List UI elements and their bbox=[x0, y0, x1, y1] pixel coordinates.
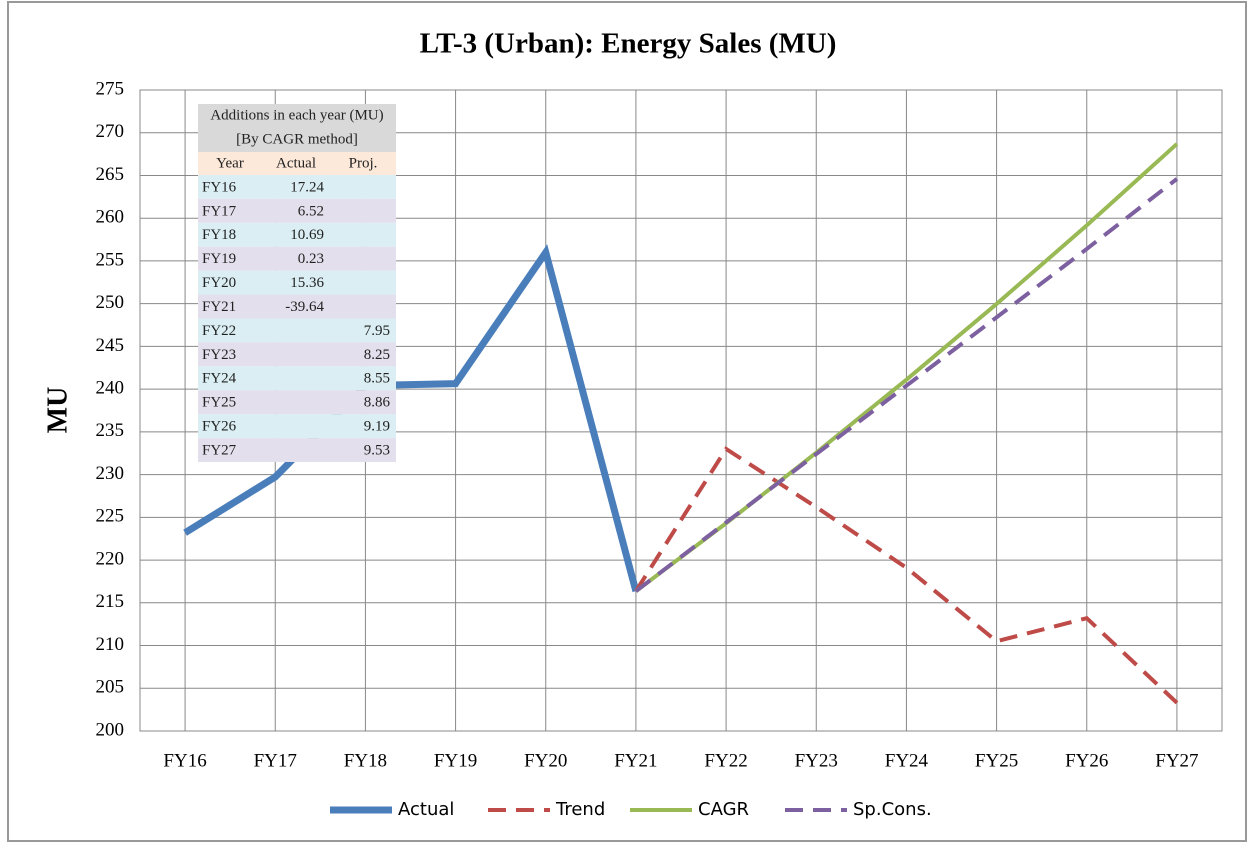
table-row-bg bbox=[198, 198, 396, 223]
legend-label: Actual bbox=[398, 799, 454, 820]
y-tick-label: 250 bbox=[96, 292, 125, 313]
table-cell: 0.23 bbox=[298, 251, 324, 267]
x-tick-label: FY21 bbox=[614, 750, 657, 771]
series-line bbox=[634, 177, 1179, 593]
series-line bbox=[183, 244, 640, 593]
table-row-bg bbox=[198, 342, 396, 367]
y-tick-label: 240 bbox=[96, 377, 125, 398]
series-line bbox=[634, 446, 1179, 705]
table-row-bg bbox=[198, 175, 396, 199]
x-tick-label: FY25 bbox=[975, 750, 1018, 771]
table-cell: FY23 bbox=[202, 347, 236, 363]
x-tick-label: FY23 bbox=[795, 750, 838, 771]
y-tick-label: 255 bbox=[96, 249, 125, 270]
table-cell: FY18 bbox=[202, 227, 236, 243]
x-tick-label: FY27 bbox=[1155, 750, 1198, 771]
table-cell: -39.64 bbox=[285, 299, 324, 315]
y-tick-label: 220 bbox=[96, 548, 125, 569]
table-cell: FY20 bbox=[202, 275, 236, 291]
y-tick-label: 205 bbox=[96, 677, 125, 698]
chart-title: LT-3 (Urban): Energy Sales (MU) bbox=[420, 28, 837, 60]
y-axis-label: MU bbox=[42, 387, 73, 434]
table-cell: 9.53 bbox=[364, 442, 390, 458]
y-tick-label: 210 bbox=[96, 634, 125, 655]
x-tick-label: FY18 bbox=[344, 750, 387, 771]
table-cell: FY19 bbox=[202, 251, 236, 267]
y-tick-label: 245 bbox=[96, 335, 125, 356]
table-row-bg bbox=[198, 222, 396, 247]
y-tick-label: 230 bbox=[96, 463, 125, 484]
table-cell: 15.36 bbox=[290, 275, 324, 291]
table-title: [By CAGR method] bbox=[236, 131, 358, 147]
table-row-bg bbox=[198, 366, 396, 391]
x-tick-label: FY16 bbox=[163, 750, 206, 771]
y-tick-label: 200 bbox=[96, 719, 125, 740]
table-title: Additions in each year (MU) bbox=[210, 107, 383, 123]
y-tick-label: 235 bbox=[96, 420, 125, 441]
legend-label: Trend bbox=[555, 799, 605, 820]
x-tick-label: FY26 bbox=[1065, 750, 1108, 771]
table-cell: FY22 bbox=[202, 323, 236, 339]
table-row-bg bbox=[198, 294, 396, 319]
legend-label: Sp.Cons. bbox=[853, 799, 932, 820]
x-tick-label: FY20 bbox=[524, 750, 567, 771]
table-row-bg bbox=[198, 438, 396, 462]
table-header-bg bbox=[198, 152, 396, 175]
table-row-bg bbox=[198, 414, 396, 439]
y-tick-label: 275 bbox=[96, 78, 125, 99]
y-tick-label: 265 bbox=[96, 164, 125, 185]
table-row-bg bbox=[198, 270, 396, 295]
x-tick-label: FY22 bbox=[704, 750, 747, 771]
table-cell: 7.95 bbox=[364, 323, 390, 339]
table-cell: 8.55 bbox=[364, 371, 390, 387]
y-tick-label: 215 bbox=[96, 591, 125, 612]
table-cell: FY26 bbox=[202, 419, 237, 435]
y-tick-label: 260 bbox=[96, 207, 125, 228]
x-tick-label: FY17 bbox=[254, 750, 297, 771]
table-header: Year bbox=[216, 155, 244, 171]
table-cell: 17.24 bbox=[290, 179, 324, 195]
table-cell: 6.52 bbox=[298, 203, 324, 219]
table-cell: FY27 bbox=[202, 442, 237, 458]
table-cell: 8.86 bbox=[364, 395, 391, 411]
table-header: Actual bbox=[276, 155, 316, 171]
y-tick-label: 270 bbox=[96, 121, 125, 142]
table-cell: FY16 bbox=[202, 179, 237, 195]
table-row-bg bbox=[198, 246, 396, 271]
table-row-bg bbox=[198, 390, 396, 415]
table-cell: 10.69 bbox=[290, 227, 324, 243]
legend-label: CAGR bbox=[698, 799, 749, 820]
table-title-bg bbox=[198, 128, 396, 152]
y-tick-label: 225 bbox=[96, 506, 125, 527]
table-title-bg bbox=[198, 104, 396, 128]
table-cell: 9.19 bbox=[364, 419, 390, 435]
table-row-bg bbox=[198, 318, 396, 343]
table-header: Proj. bbox=[349, 155, 378, 171]
table-cell: FY17 bbox=[202, 203, 237, 219]
table-cell: FY24 bbox=[202, 371, 237, 387]
table-cell: FY25 bbox=[202, 395, 236, 411]
x-tick-label: FY24 bbox=[885, 750, 929, 771]
table-cell: 8.25 bbox=[364, 347, 390, 363]
x-tick-label: FY19 bbox=[434, 750, 477, 771]
table-cell: FY21 bbox=[202, 299, 236, 315]
